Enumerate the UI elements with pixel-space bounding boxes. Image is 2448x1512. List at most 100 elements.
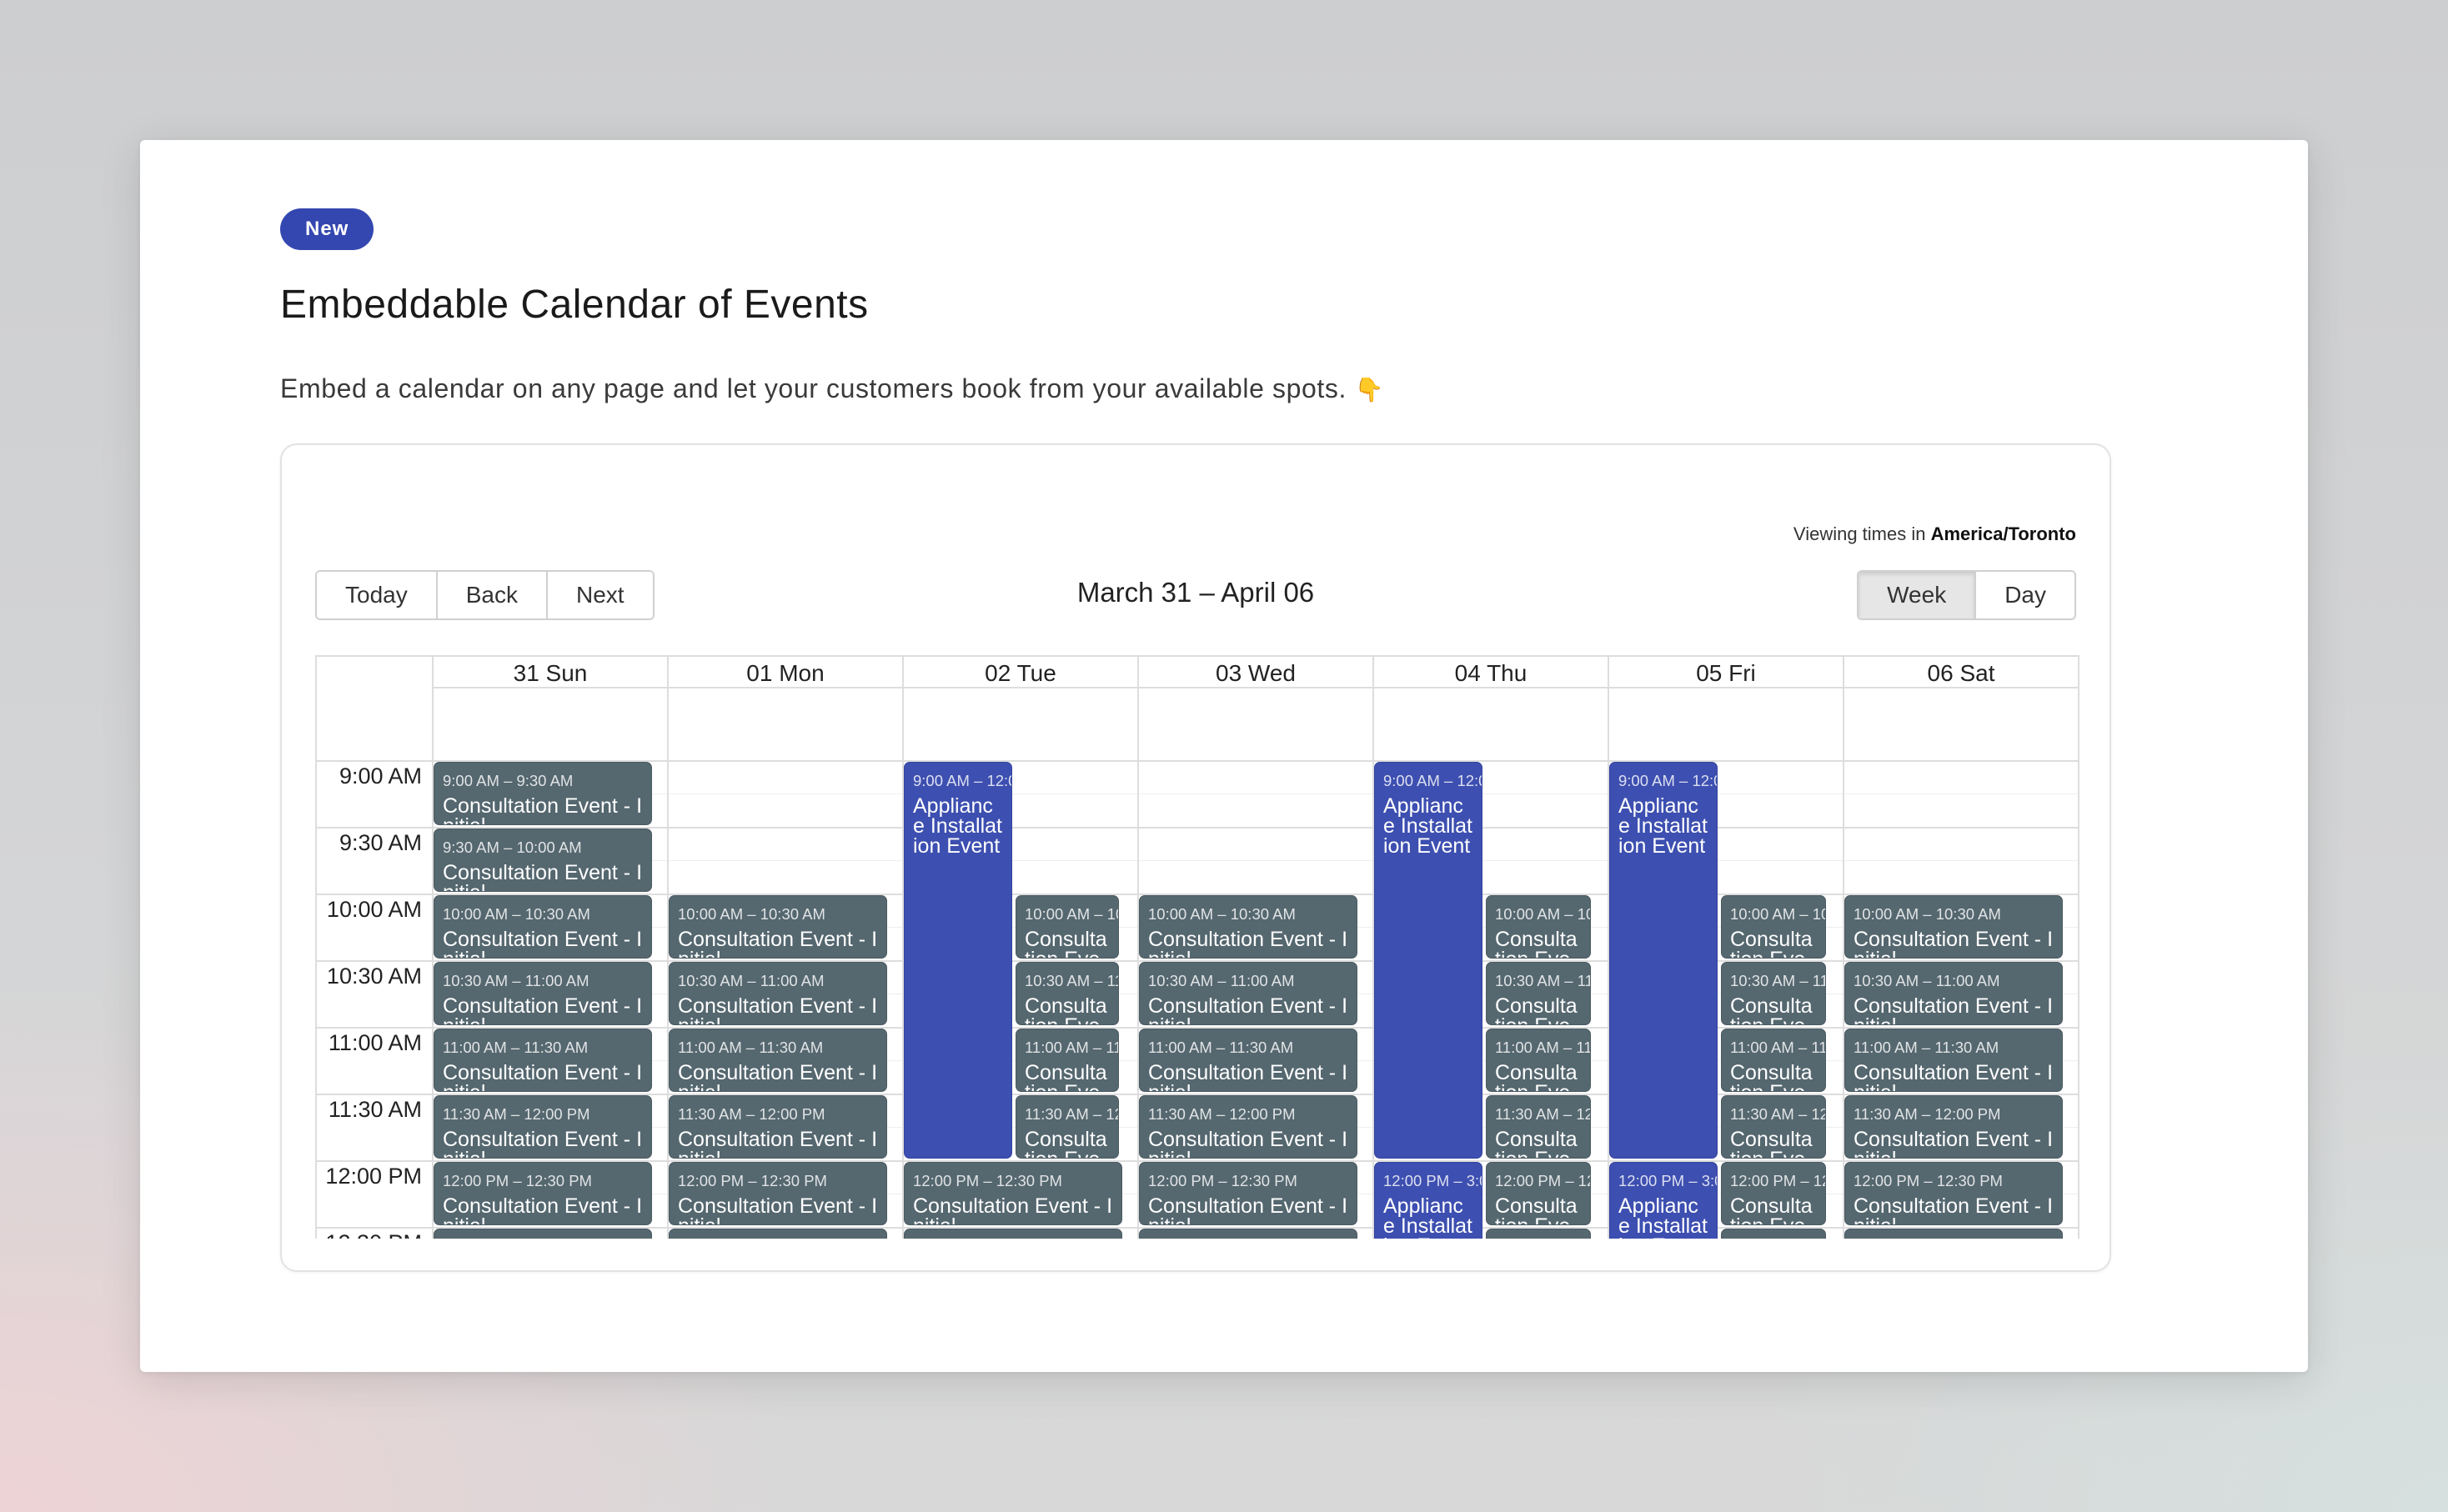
event-title: Appliance Installation Event xyxy=(1383,1194,1473,1239)
hand-pointing-down-icon: 👇 xyxy=(1354,377,1384,403)
event-title: Consultation Event - Initial xyxy=(443,1061,643,1092)
consultation-event[interactable]: 11:30 AM – 12:00 PM Consultation Event - … xyxy=(669,1095,887,1159)
event-title: Consultation Event - Initial xyxy=(1730,1194,1813,1225)
event-title: Consultation Event - Initial xyxy=(1495,1194,1578,1225)
event-time: 12:30 PM – 1:00 PM xyxy=(1495,1238,1582,1239)
allday-cell[interactable] xyxy=(1843,688,2078,760)
consultation-event[interactable]: 10:30 AM – 11:00 AM Consultation Event - … xyxy=(1844,962,2063,1025)
column-line xyxy=(902,688,904,1239)
consultation-event[interactable]: 9:00 AM – 9:30 AM Consultation Event - In… xyxy=(434,762,652,825)
event-title: Consultation Event - Initial xyxy=(913,1194,1113,1225)
event-title: Consultation Event - Initial xyxy=(1148,1128,1348,1159)
event-time: 10:00 AM – 10:30 AM xyxy=(1854,905,2001,923)
consultation-event[interactable]: 11:30 AM – 12:00 PM Consultation Event - … xyxy=(1016,1095,1119,1159)
event-time: 10:00 AM – 10:30 AM xyxy=(443,905,590,923)
consultation-event[interactable]: 12:00 PM – 12:30 PM Consultation Event - … xyxy=(904,1162,1122,1225)
event-title: Consultation Event - Initial xyxy=(1148,1061,1348,1092)
consultation-event[interactable]: 12:00 PM – 12:30 PM Consultation Event - … xyxy=(669,1162,887,1225)
consultation-event[interactable]: 11:30 AM – 12:00 PM Consultation Event - … xyxy=(1486,1095,1591,1159)
today-button[interactable]: Today xyxy=(317,572,438,618)
hour-line xyxy=(317,827,2078,829)
appliance-installation-event[interactable]: 12:00 PM – 3:00 PM Appliance Installation… xyxy=(1609,1162,1718,1239)
consultation-event[interactable]: 12:00 PM – 12:30 PM Consultation Event - … xyxy=(1139,1162,1357,1225)
event-time: 11:30 AM – 12:00 PM xyxy=(1730,1105,1825,1123)
week-view-button[interactable]: Week xyxy=(1859,572,1977,618)
event-time: 11:00 AM – 11:30 AM xyxy=(1730,1039,1826,1056)
allday-cell[interactable] xyxy=(902,688,1137,760)
next-button[interactable]: Next xyxy=(547,572,653,618)
consultation-event[interactable]: 10:30 AM – 11:00 AM Consultation Event - … xyxy=(1721,962,1826,1025)
event-time: 9:00 AM – 12:00 PM xyxy=(1618,772,1717,789)
consultation-event[interactable]: 10:00 AM – 10:30 AM Consultation Event - … xyxy=(1721,895,1826,959)
time-label: 11:00 AM xyxy=(328,1030,422,1055)
column-line xyxy=(432,688,434,1239)
day-header: 03 Wed xyxy=(1137,657,1372,688)
event-time: 11:30 AM – 12:00 PM xyxy=(678,1105,825,1123)
consultation-event[interactable]: 10:30 AM – 11:00 AM Consultation Event - … xyxy=(669,962,887,1025)
consultation-event[interactable]: 11:00 AM – 11:30 AM Consultation Event - … xyxy=(1016,1029,1119,1092)
allday-cell[interactable] xyxy=(1137,688,1372,760)
event-title: Consultation Event - Initial xyxy=(443,861,643,892)
consultation-event[interactable]: 11:00 AM – 11:30 AM Consultation Event - … xyxy=(1721,1029,1826,1092)
consultation-event[interactable]: 10:00 AM – 10:30 AM Consultation Event - … xyxy=(669,895,887,959)
hour-line xyxy=(317,960,2078,962)
day-header: 31 Sun xyxy=(432,657,667,688)
consultation-event[interactable]: 10:00 AM – 10:30 AM Consultation Event - … xyxy=(434,895,652,959)
event-time: 12:30 PM – 1:00 PM xyxy=(1148,1238,1348,1239)
consultation-event[interactable]: 10:00 AM – 10:30 AM Consultation Event - … xyxy=(1844,895,2063,959)
day-header: 05 Fri xyxy=(1608,657,1843,688)
consultation-event[interactable]: 10:30 AM – 11:00 AM Consultation Event - … xyxy=(1486,962,1591,1025)
event-time: 12:30 PM – 1:00 PM xyxy=(443,1238,643,1239)
consultation-event[interactable]: 10:00 AM – 10:30 AM Consultation Event - … xyxy=(1016,895,1119,959)
event-time: 12:00 PM – 3:00 PM xyxy=(1383,1172,1482,1189)
appliance-installation-event[interactable]: 9:00 AM – 12:00 PM Appliance Installation… xyxy=(1609,762,1718,1159)
consultation-event[interactable]: 11:00 AM – 11:30 AM Consultation Event - … xyxy=(1486,1029,1591,1092)
hour-line xyxy=(317,1094,2078,1095)
time-label: 12:00 PM xyxy=(325,1164,422,1189)
allday-cell[interactable] xyxy=(1608,688,1843,760)
consultation-event[interactable]: 11:30 AM – 12:00 PM Consultation Event - … xyxy=(1844,1095,2063,1159)
consultation-event[interactable]: 9:30 AM – 10:00 AM Consultation Event - I… xyxy=(434,829,652,892)
day-view-button[interactable]: Day xyxy=(1976,572,2074,618)
consultation-event[interactable]: 11:00 AM – 11:30 AM Consultation Event - … xyxy=(1844,1029,2063,1092)
consultation-event[interactable]: 11:30 AM – 12:00 PM Consultation Event - … xyxy=(1721,1095,1826,1159)
appliance-installation-event[interactable]: 9:00 AM – 12:00 PM Appliance Installation… xyxy=(1374,762,1482,1159)
consultation-event[interactable]: 11:30 AM – 12:00 PM Consultation Event - … xyxy=(434,1095,652,1159)
consultation-event[interactable]: 10:30 AM – 11:00 AM Consultation Event - … xyxy=(434,962,652,1025)
half-hour-line xyxy=(432,860,2078,861)
event-time: 12:00 PM – 12:30 PM xyxy=(1495,1172,1590,1189)
event-time: 9:00 AM – 12:00 PM xyxy=(913,772,1011,789)
allday-cell[interactable] xyxy=(667,688,902,760)
consultation-event[interactable]: 12:00 PM – 12:30 PM Consultation Event - … xyxy=(434,1162,652,1225)
event-title: Consultation Event - Initial xyxy=(1495,928,1578,959)
appliance-installation-event[interactable]: 12:00 PM – 3:00 PM Appliance Installation… xyxy=(1374,1162,1482,1239)
consultation-event[interactable]: 11:00 AM – 11:30 AM Consultation Event - … xyxy=(434,1029,652,1092)
allday-cell[interactable] xyxy=(1372,688,1608,760)
appliance-installation-event[interactable]: 9:00 AM – 12:00 PM Appliance Installation… xyxy=(904,762,1012,1159)
consultation-event[interactable]: 11:00 AM – 11:30 AM Consultation Event - … xyxy=(1139,1029,1357,1092)
consultation-event[interactable]: 11:00 AM – 11:30 AM Consultation Event - … xyxy=(669,1029,887,1092)
consultation-event[interactable]: 12:00 PM – 12:30 PM Consultation Event - … xyxy=(1721,1162,1826,1225)
consultation-event[interactable]: 10:00 AM – 10:30 AM Consultation Event - … xyxy=(1486,895,1591,959)
event-time: 11:30 AM – 12:00 PM xyxy=(1495,1105,1590,1123)
back-button[interactable]: Back xyxy=(437,572,548,618)
column-line xyxy=(1137,688,1139,1239)
consultation-event[interactable]: 10:00 AM – 10:30 AM Consultation Event - … xyxy=(1139,895,1357,959)
day-header: 04 Thu xyxy=(1372,657,1608,688)
consultation-event[interactable]: 12:00 PM – 12:30 PM Consultation Event - … xyxy=(1486,1162,1591,1225)
consultation-event[interactable]: 10:30 AM – 11:00 AM Consultation Event - … xyxy=(1139,962,1357,1025)
consultation-event[interactable]: 12:00 PM – 12:30 PM Consultation Event - … xyxy=(1844,1162,2063,1225)
feature-card: New Embeddable Calendar of Events Embed … xyxy=(140,140,2308,1372)
event-time: 12:00 PM – 12:30 PM xyxy=(1148,1172,1297,1189)
consultation-event[interactable]: 10:30 AM – 11:00 AM Consultation Event - … xyxy=(1016,962,1119,1025)
consultation-event[interactable]: 11:30 AM – 12:00 PM Consultation Event - … xyxy=(1139,1095,1357,1159)
allday-cell[interactable] xyxy=(432,688,667,760)
event-time: 10:30 AM – 11:00 AM xyxy=(443,972,589,989)
